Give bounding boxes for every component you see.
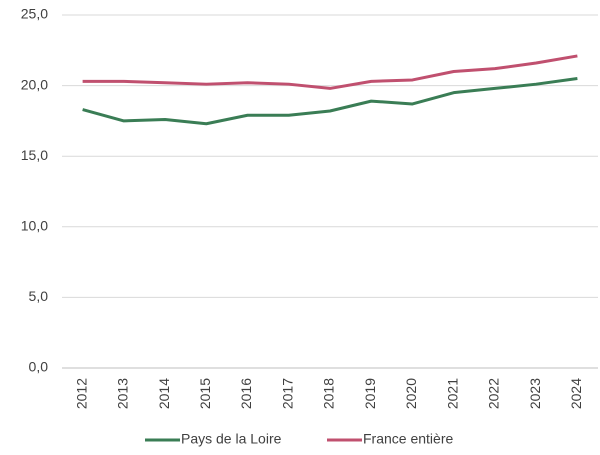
x-tick-label: 2021 — [444, 378, 460, 409]
x-tick-label: 2015 — [197, 378, 213, 409]
y-tick-label: 20,0 — [21, 76, 48, 92]
x-tick-label: 2020 — [403, 378, 419, 409]
x-tick-label: 2019 — [362, 378, 378, 409]
legend-label: France entière — [363, 431, 453, 447]
legend-label: Pays de la Loire — [181, 431, 282, 447]
x-tick-label: 2014 — [156, 378, 172, 409]
x-tick-label: 2018 — [321, 378, 337, 409]
y-tick-label: 25,0 — [21, 6, 48, 22]
x-tick-label: 2017 — [279, 378, 295, 409]
series-line — [82, 54, 578, 90]
x-tick-label: 2016 — [238, 378, 254, 409]
x-tick-label: 2013 — [115, 378, 131, 409]
y-tick-label: 0,0 — [29, 359, 49, 375]
x-tick-label: 2024 — [568, 378, 584, 409]
x-tick-label: 2012 — [73, 378, 89, 409]
x-tick-label: 2022 — [486, 378, 502, 409]
x-tick-label: 2023 — [527, 378, 543, 409]
series-line — [82, 77, 578, 126]
y-tick-label: 15,0 — [21, 147, 48, 163]
y-tick-label: 5,0 — [29, 288, 49, 304]
y-tick-label: 10,0 — [21, 218, 48, 234]
